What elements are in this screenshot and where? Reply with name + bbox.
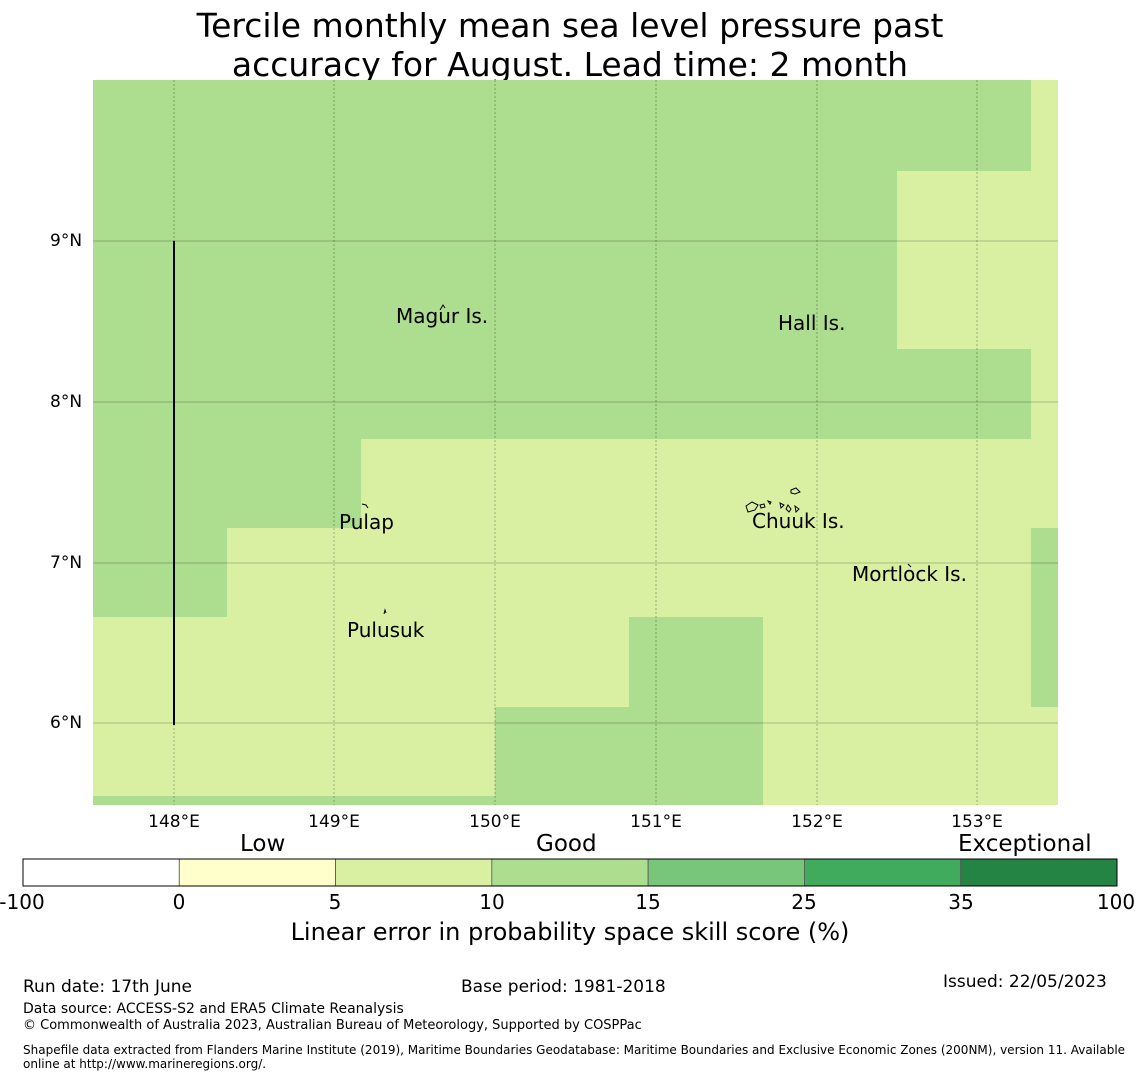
colorbar: [22, 858, 1118, 887]
colorbar-tick-100: 100: [1096, 890, 1136, 914]
place-label-hall: Hall Is.: [778, 311, 846, 335]
footer-base-period: Base period: 1981-2018: [461, 977, 666, 997]
chuuk-lagoon-shape: [745, 501, 759, 513]
footer-shapefile-line-2: online at http://www.marineregions.org/.: [23, 1057, 267, 1071]
skill-region-10-15-south-center: [495, 707, 629, 805]
colorbar-tick-5: 5: [328, 890, 342, 914]
map-gridlines-lat: [93, 240, 1058, 724]
skill-score-map: [93, 80, 1058, 805]
lon-tick-152: 152°E: [791, 812, 843, 832]
chuuk-islet-3: [779, 502, 785, 510]
title-line-1: Tercile monthly mean sea level pressure …: [196, 6, 944, 45]
colorbar-tick-15: 15: [635, 890, 661, 914]
magur-island-shape: [439, 304, 446, 311]
lon-tick-151: 151°E: [630, 812, 682, 832]
place-label-pulap: Pulap: [339, 510, 394, 534]
lon-tick-149: 149°E: [308, 812, 360, 832]
colorbar-title: Linear error in probability space skill …: [290, 918, 850, 946]
chuuk-islet-4: [785, 504, 792, 513]
lon-tick-148: 148°E: [148, 812, 200, 832]
place-label-magur: Magur Is.: [396, 304, 489, 328]
footer-issued: Issued: 22/05/2023: [943, 972, 1107, 992]
skill-region-10-15-bottom-strip: [93, 796, 495, 805]
footer-shapefile-line-1: Shapefile data extracted from Flanders M…: [23, 1043, 1126, 1057]
place-label-chuuk: Chuuk Is.: [752, 509, 845, 533]
footer-copyright: © Commonwealth of Australia 2023, Austra…: [23, 1018, 642, 1033]
footer-run-date: Run date: 17th June: [23, 977, 192, 997]
colorbar-tick-neg100: -100: [0, 890, 45, 914]
legend-category-low: Low: [240, 831, 286, 857]
colorbar-bin-25-to-35: [804, 858, 962, 887]
lon-tick-150: 150°E: [469, 812, 521, 832]
footer-data-source: Data source: ACCESS-S2 and ERA5 Climate …: [23, 1001, 404, 1017]
colorbar-bin-15-to-25: [647, 858, 805, 887]
colorbar-bin--100-to-0: [22, 858, 180, 887]
colorbar-tick-35: 35: [948, 890, 974, 914]
skill-region-10-15-north: [93, 80, 1031, 617]
chart-title: Tercile monthly mean sea level pressure …: [0, 6, 1140, 84]
lat-tick-6: 6°N: [50, 713, 83, 733]
lat-tick-9: 9°N: [50, 231, 83, 251]
skill-region-10-15-southeast: [629, 617, 763, 805]
pulusuk-island-shape: [383, 608, 387, 615]
colorbar-bin-5-to-10: [335, 858, 493, 887]
lat-tick-8: 8°N: [50, 392, 83, 412]
skill-region-10-15-east-strip: [1031, 528, 1058, 707]
place-label-mortlock: Mortlock Is.: [852, 562, 967, 586]
chuuk-islet-1: [759, 503, 766, 509]
colorbar-tick-10: 10: [479, 890, 505, 914]
colorbar-bin-10-to-15: [491, 858, 649, 887]
legend-category-exceptional: Exceptional: [958, 831, 1092, 857]
legend-category-good: Good: [536, 831, 597, 857]
colorbar-bin-35-to-100: [960, 858, 1118, 887]
chuuk-islet-6: [790, 487, 801, 495]
chuuk-islet-2: [766, 500, 772, 505]
island-shapes: [361, 304, 912, 615]
mortlock-island-shape: [907, 563, 912, 568]
lon-tick-153: 153°E: [951, 812, 1003, 832]
lat-tick-7: 7°N: [50, 553, 83, 573]
chuuk-islet-5: [794, 504, 800, 514]
colorbar-border: [22, 858, 1118, 887]
colorbar-bin-0-to-5: [178, 858, 336, 887]
place-label-pulusuk: Pulusuk: [347, 618, 425, 642]
pulap-island-shape: [361, 503, 369, 509]
colorbar-tick-25: 25: [791, 890, 817, 914]
colorbar-tick-0: 0: [172, 890, 186, 914]
title-line-2: accuracy for August. Lead time: 2 month: [231, 45, 909, 84]
